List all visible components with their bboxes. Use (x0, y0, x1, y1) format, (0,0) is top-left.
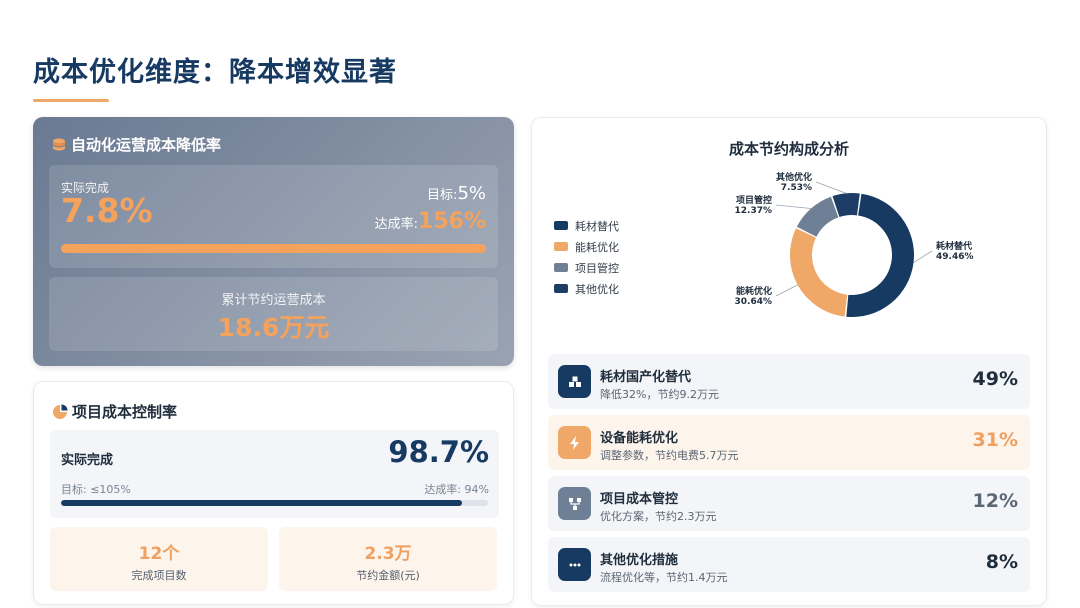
breakdown-subtitle: 流程优化等，节约1.4万元 (600, 571, 728, 584)
breakdown-percent: 12% (972, 490, 1018, 512)
title-underline (33, 99, 109, 102)
leader-line (775, 204, 812, 209)
breakdown-subtitle: 调整参数，节约电费5.7万元 (600, 449, 739, 462)
project-progress-bar (61, 500, 488, 506)
pie-chart-icon (53, 404, 68, 419)
automation-card-header: 自动化运营成本降低率 (51, 134, 221, 155)
cumulative-savings-box: 累计节约运营成本 18.6万元 (49, 277, 498, 351)
project-tree-icon (558, 487, 591, 520)
breakdown-row: 其他优化措施流程优化等，节约1.4万元 8% (548, 537, 1030, 592)
target-value: 5% (457, 183, 486, 204)
slice-name-label: 耗材替代 (936, 240, 972, 252)
donut-slice (832, 193, 860, 218)
cumulative-label: 累计节约运营成本 (221, 293, 326, 308)
cost-composition-card: 成本节约构成分析 耗材替代 能耗优化 项目管控 其他优化 耗材替代 49.46% 能耗优化… (531, 117, 1047, 606)
breakdown-title: 耗材国产化替代 (600, 370, 692, 385)
legend-item: 耗材替代 (554, 215, 619, 236)
target-line: 目标:5% (427, 183, 486, 204)
project-cost-card: 项目成本控制率 实际完成 98.7% 目标: ≤105% 达成率: 94% 12… (33, 381, 514, 605)
stat-label: 节约金额(元) (356, 569, 420, 582)
slice-value-label: 49.46% (936, 252, 974, 262)
breakdown-row: 项目成本管控优化方案，节约2.3万元 12% (548, 476, 1030, 531)
chart-legend: 耗材替代能耗优化项目管控其他优化 (554, 215, 619, 299)
slice-name-label: 能耗优化 (736, 285, 772, 297)
leader-line (775, 284, 798, 297)
breakdown-percent: 49% (972, 368, 1018, 390)
project-actual-value: 98.7% (388, 435, 489, 469)
automation-progress-fill (61, 244, 486, 253)
stat-label: 完成项目数 (131, 569, 187, 582)
actual-label: 实际完成 (61, 181, 110, 195)
stat-box-projects: 12个 完成项目数 (50, 527, 268, 591)
slice-value-label: 30.64% (735, 297, 773, 307)
donut-slice (796, 196, 839, 237)
automation-progress-bar (61, 244, 486, 253)
slice-value-label: 7.53% (781, 183, 812, 193)
breakdown-subtitle: 降低32%，节约9.2万元 (600, 388, 719, 401)
project-card-header: 项目成本控制率 (52, 401, 177, 422)
donut-slice (790, 228, 848, 317)
leader-line (913, 250, 933, 263)
lightning-icon (558, 426, 591, 459)
legend-swatch (554, 221, 568, 230)
project-progress-fill (61, 500, 463, 506)
breakdown-percent: 31% (972, 429, 1018, 451)
coins-icon (53, 138, 65, 150)
slice-name-label: 项目管控 (736, 194, 772, 206)
breakdown-percent: 8% (985, 551, 1018, 573)
breakdown-row: 设备能耗优化调整参数，节约电费5.7万元 31% (548, 415, 1030, 470)
slice-value-label: 12.37% (735, 206, 773, 216)
legend-label: 耗材替代 (575, 219, 619, 233)
automation-rate-box: 实际完成 7.8% 目标:5% 达成率:156% (49, 165, 498, 268)
breakdown-title: 项目成本管控 (600, 492, 679, 507)
legend-item: 项目管控 (554, 257, 619, 278)
breakdown-row: 耗材国产化替代降低32%，节约9.2万元 49% (548, 354, 1030, 409)
legend-item: 能耗优化 (554, 236, 619, 257)
rate-line: 达成率:156% (375, 209, 486, 234)
legend-label: 其他优化 (575, 282, 619, 296)
chart-title: 成本节约构成分析 (728, 140, 849, 158)
legend-label: 能耗优化 (575, 240, 619, 254)
project-target: 目标: ≤105% (61, 483, 131, 496)
target-label: 目标: (427, 188, 458, 203)
breakdown-subtitle: 优化方案，节约2.3万元 (600, 510, 717, 523)
leader-line (815, 181, 847, 194)
legend-item: 其他优化 (554, 278, 619, 299)
breakdown-title: 其他优化措施 (600, 553, 679, 568)
rate-label: 达成率: (374, 217, 419, 232)
boxes-icon (558, 365, 591, 398)
project-actual-label: 实际完成 (61, 453, 114, 468)
legend-label: 项目管控 (575, 261, 619, 275)
stat-box-savings: 2.3万 节约金额(元) (279, 527, 497, 591)
page-title: 成本优化维度：降本增效显著 (33, 57, 397, 88)
project-rate-box: 实际完成 98.7% 目标: ≤105% 达成率: 94% (50, 430, 499, 518)
project-card-title: 项目成本控制率 (72, 403, 178, 421)
legend-swatch (554, 263, 568, 272)
legend-swatch (554, 242, 568, 251)
slice-name-label: 其他优化 (776, 171, 812, 183)
stat-value: 2.3万 (364, 544, 412, 564)
rate-value: 156% (418, 209, 486, 234)
more-dots-icon (558, 548, 591, 581)
donut-slice (846, 193, 914, 317)
breakdown-title: 设备能耗优化 (600, 431, 679, 446)
automation-card-title: 自动化运营成本降低率 (71, 136, 222, 154)
legend-swatch (554, 284, 568, 293)
cumulative-value: 18.6万元 (217, 313, 330, 342)
automation-cost-card: 自动化运营成本降低率 实际完成 7.8% 目标:5% 达成率:156% 累计节约… (33, 117, 514, 366)
stat-value: 12个 (138, 544, 180, 564)
actual-value: 7.8% (61, 191, 153, 230)
project-rate: 达成率: 94% (424, 483, 489, 496)
